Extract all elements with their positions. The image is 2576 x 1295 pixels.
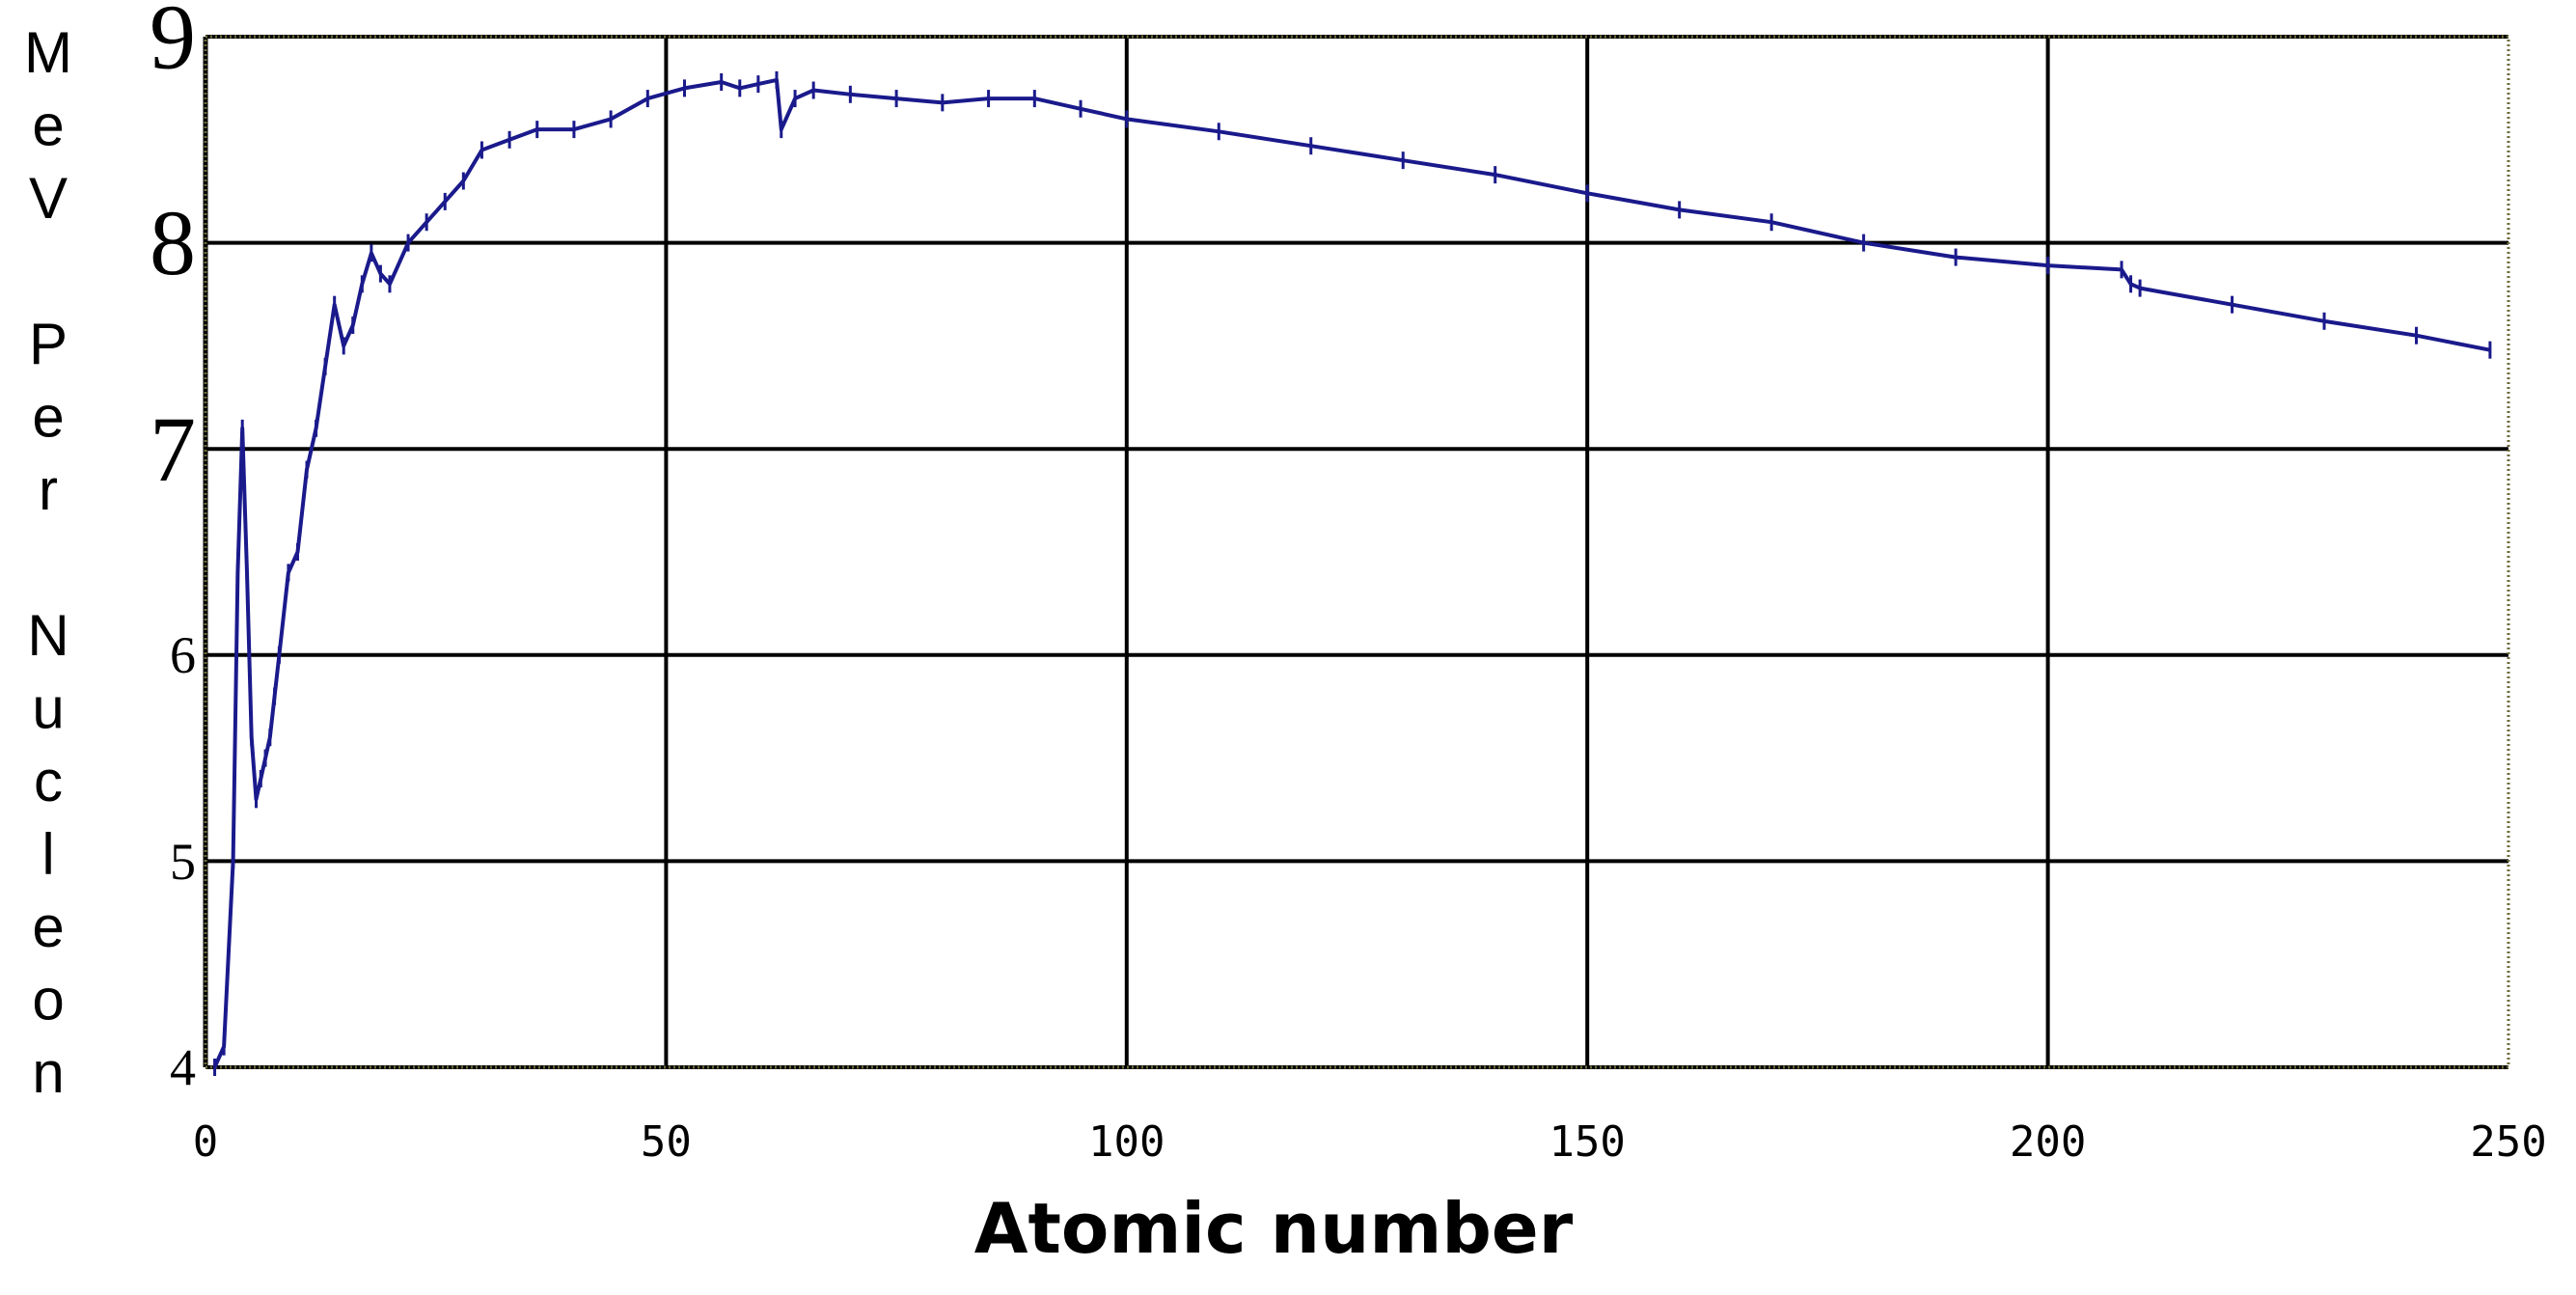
x-tick-label-150: 150 — [1548, 1117, 1625, 1167]
y-tick-label-4: 4 — [170, 1038, 196, 1096]
y-axis-label-letter: e — [32, 385, 64, 450]
y-axis-label-letter: o — [32, 968, 64, 1033]
x-tick-label-250: 250 — [2470, 1117, 2546, 1167]
y-axis-label-letter: c — [34, 749, 63, 813]
data-series — [212, 70, 2492, 1076]
y-tick-label-8: 8 — [150, 191, 196, 294]
x-tick-label-50: 50 — [641, 1117, 692, 1167]
x-tick-label-100: 100 — [1088, 1117, 1165, 1167]
y-axis-label-letter: r — [39, 457, 58, 522]
series-line-0 — [212, 77, 2491, 1068]
y-axis-label-letter: M — [24, 20, 72, 85]
x-tick-label-200: 200 — [2010, 1117, 2086, 1167]
y-axis-label-letter: u — [32, 676, 64, 741]
y-axis-ticks: 4 5 6 7 8 9 — [150, 0, 196, 1096]
y-tick-label-9: 9 — [150, 0, 196, 89]
y-axis-label-letter: N — [27, 603, 69, 668]
y-axis-label-letter: P — [29, 312, 68, 376]
y-tick-label-6: 6 — [170, 626, 196, 684]
x-axis-label: Atomic number — [974, 1188, 1574, 1269]
y-tick-label-7: 7 — [150, 398, 196, 501]
y-axis-label-letter: l — [41, 822, 54, 887]
y-axis-label-letter: V — [29, 166, 68, 231]
x-tick-label-0: 0 — [193, 1117, 219, 1167]
x-axis-ticks: 0 50 100 150 200 250 — [193, 1117, 2547, 1167]
y-axis-label-letter: e — [32, 94, 64, 158]
y-axis-label-letter: n — [32, 1040, 64, 1105]
y-tick-label-5: 5 — [170, 833, 196, 891]
plot-area — [204, 35, 2510, 1069]
y-axis-label-letter: e — [32, 895, 64, 959]
grid-lines — [203, 35, 2508, 1069]
